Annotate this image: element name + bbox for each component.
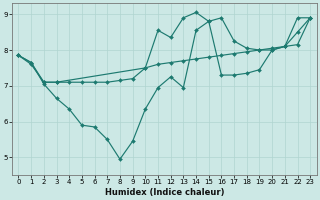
- X-axis label: Humidex (Indice chaleur): Humidex (Indice chaleur): [105, 188, 224, 197]
